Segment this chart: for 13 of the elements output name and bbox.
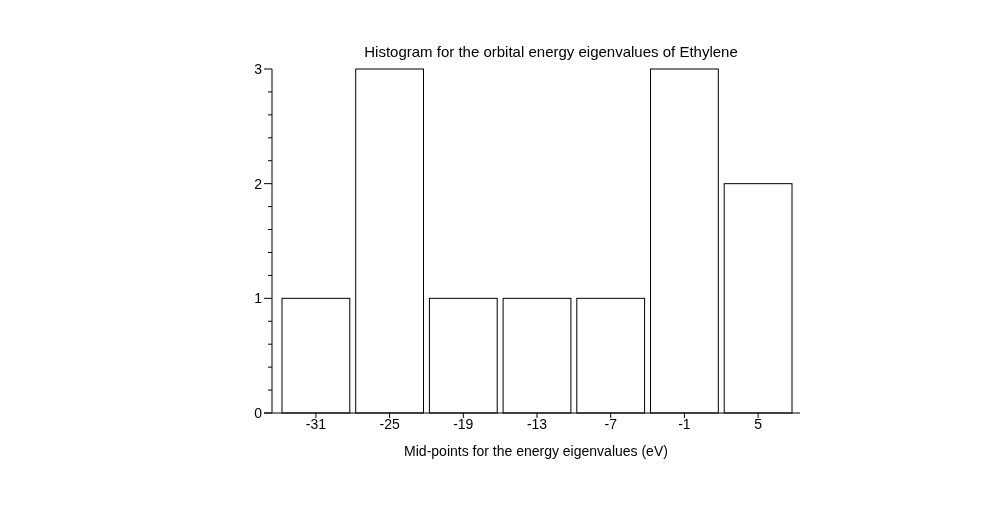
x-tick-label: -13 [526, 416, 548, 432]
x-tick-label: -25 [379, 416, 400, 432]
x-tick-label: -7 [604, 416, 618, 432]
x-tick-label: -1 [678, 416, 691, 432]
x-tick-label: 5 [754, 416, 763, 432]
y-tick-label: 0 [254, 404, 263, 421]
x-tick-label: -31 [305, 416, 327, 432]
chart-title: Histogram for the orbital energy eigenvalues of Ethylene [364, 43, 738, 60]
x-axis-title: Mid-points for the energy eigenvalues (eV) [404, 443, 668, 459]
y-tick-label: 1 [254, 290, 263, 307]
y-tick-label: 2 [254, 175, 263, 192]
y-tick-label: 3 [254, 60, 263, 77]
x-tick-label: -19 [453, 416, 474, 432]
